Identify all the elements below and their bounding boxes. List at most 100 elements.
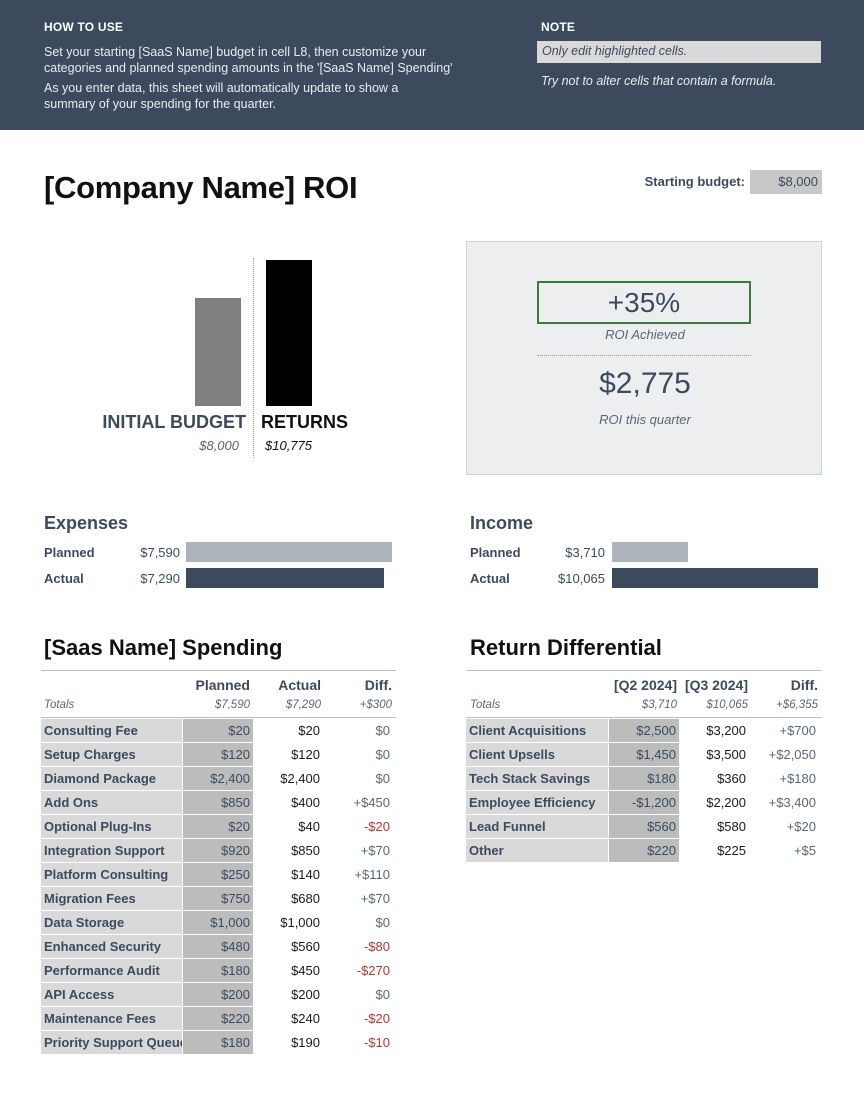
expenses-planned-bar [186,542,392,562]
income-actual-bar [612,568,818,588]
spending-planned-cell[interactable]: $250 [183,863,253,886]
spending-category[interactable]: Enhanced Security [41,935,182,958]
spending-actual-cell[interactable]: $680 [291,891,320,906]
returns-q2-cell[interactable]: $1,450 [609,743,679,766]
spending-planned-cell[interactable]: $920 [183,839,253,862]
spending-planned-cell[interactable]: $200 [183,983,253,1006]
spending-category[interactable]: Setup Charges [41,743,182,766]
spending-planned-cell[interactable]: $20 [183,815,253,838]
how-to-use-text-1: Set your starting [SaaS Name] budget in … [44,45,453,75]
spending-actual-cell[interactable]: $2,400 [280,771,320,786]
returns-q2-cell[interactable]: $180 [609,767,679,790]
spending-total-diff: +$300 [359,699,392,711]
returns-header-diff: Diff. [790,677,818,693]
spending-planned-cell[interactable]: $2,400 [183,767,253,790]
spending-category[interactable]: Platform Consulting [41,863,182,886]
spending-actual-cell[interactable]: $1,000 [280,915,320,930]
income-planned-value: $3,710 [565,545,605,560]
spending-planned-cell[interactable]: $120 [183,743,253,766]
spending-category[interactable]: Priority Support Queue [41,1031,182,1054]
table-row: Client Acquisitions $2,500 $3,200 +$700 [466,719,822,743]
spending-actual-cell[interactable]: $450 [291,963,320,978]
expenses-planned-label: Planned [44,545,95,560]
returns-q2-cell[interactable]: $2,500 [609,719,679,742]
starting-budget-input[interactable]: $8,000 [750,170,822,194]
value-returns: $10,775 [265,438,312,453]
spending-category[interactable]: API Access [41,983,182,1006]
spending-planned-cell[interactable]: $750 [183,887,253,910]
spending-category[interactable]: Integration Support [41,839,182,862]
returns-category[interactable]: Other [466,839,608,862]
table-row: Optional Plug-Ins $20 $40 -$20 [41,815,396,839]
how-to-use-text-2: As you enter data, this sheet will autom… [44,81,399,111]
returns-q2-cell[interactable]: $560 [609,815,679,838]
income-heading: Income [470,513,534,533]
spending-top-rule [41,670,396,671]
returns-q3-cell[interactable]: $2,200 [706,795,746,810]
spending-planned-cell[interactable]: $180 [183,959,253,982]
returns-q3-cell[interactable]: $360 [717,771,746,786]
spending-category[interactable]: Migration Fees [41,887,182,910]
spending-category[interactable]: Data Storage [41,911,182,934]
spending-planned-cell[interactable]: $20 [183,719,253,742]
spending-table-title: [Saas Name] Spending [44,635,283,660]
spending-actual-cell[interactable]: $240 [291,1011,320,1026]
table-row: Priority Support Queue $180 $190 -$10 [41,1031,396,1055]
expenses-actual-bar [186,568,384,588]
label-initial-budget: INITIAL BUDGET [102,412,246,432]
returns-category[interactable]: Employee Efficiency [466,791,608,814]
spending-category[interactable]: Performance Audit [41,959,182,982]
expenses-actual-value: $7,290 [140,571,180,586]
spending-planned-cell[interactable]: $180 [183,1031,253,1054]
spending-actual-cell[interactable]: $40 [298,819,320,834]
spending-category[interactable]: Optional Plug-Ins [41,815,182,838]
roi-percent-label: ROI Achieved [605,327,685,342]
returns-q3-cell[interactable]: $3,200 [706,723,746,738]
returns-totals-label: Totals [470,699,501,711]
spending-diff-cell: +$450 [353,795,390,810]
spending-actual-cell[interactable]: $190 [291,1035,320,1050]
table-row: Lead Funnel $560 $580 +$20 [466,815,822,839]
spending-diff-cell: -$10 [363,1035,390,1050]
roi-amount-label: ROI this quarter [599,412,691,427]
returns-category[interactable]: Client Acquisitions [466,719,608,742]
spending-planned-cell[interactable]: $480 [183,935,253,958]
expenses-actual-label: Actual [44,571,84,586]
returns-q3-cell[interactable]: $3,500 [706,747,746,762]
spending-planned-cell[interactable]: $850 [183,791,253,814]
table-row: Integration Support $920 $850 +$70 [41,839,396,863]
spending-header-diff: Diff. [364,677,392,693]
value-initial-budget: $8,000 [199,438,239,453]
spending-planned-cell[interactable]: $1,000 [183,911,253,934]
spending-actual-cell[interactable]: $560 [291,939,320,954]
returns-q3-cell[interactable]: $225 [717,843,746,858]
returns-q2-cell[interactable]: $220 [609,839,679,862]
returns-category[interactable]: Lead Funnel [466,815,608,838]
spending-actual-cell[interactable]: $140 [291,867,320,882]
spending-planned-cell[interactable]: $220 [183,1007,253,1030]
returns-header-q3: [Q3 2024] [684,677,748,693]
spending-actual-cell[interactable]: $200 [291,987,320,1002]
income-actual-value: $10,065 [558,571,605,586]
spending-actual-cell[interactable]: $20 [298,723,320,738]
returns-category[interactable]: Client Upsells [466,743,608,766]
spending-category[interactable]: Add Ons [41,791,182,814]
spending-diff-cell: -$80 [363,939,390,954]
returns-diff-cell: +$2,050 [768,747,816,762]
spending-totals-rule [41,717,396,718]
table-row: Maintenance Fees $220 $240 -$20 [41,1007,396,1031]
returns-q2-cell[interactable]: -$1,200 [609,791,679,814]
returns-q3-cell[interactable]: $580 [717,819,746,834]
spending-category[interactable]: Diamond Package [41,767,182,790]
spending-category[interactable]: Maintenance Fees [41,1007,182,1030]
spending-actual-cell[interactable]: $400 [291,795,320,810]
spending-actual-cell[interactable]: $120 [291,747,320,762]
roi-panel: +35% ROI Achieved $2,775 ROI this quarte… [466,241,822,475]
spending-diff-cell: $0 [375,915,390,930]
spending-category[interactable]: Consulting Fee [41,719,182,742]
returns-category[interactable]: Tech Stack Savings [466,767,608,790]
income-planned-bar [612,542,688,562]
spending-actual-cell[interactable]: $850 [291,843,320,858]
table-row: Platform Consulting $250 $140 +$110 [41,863,396,887]
roi-amount: $2,775 [599,367,691,400]
